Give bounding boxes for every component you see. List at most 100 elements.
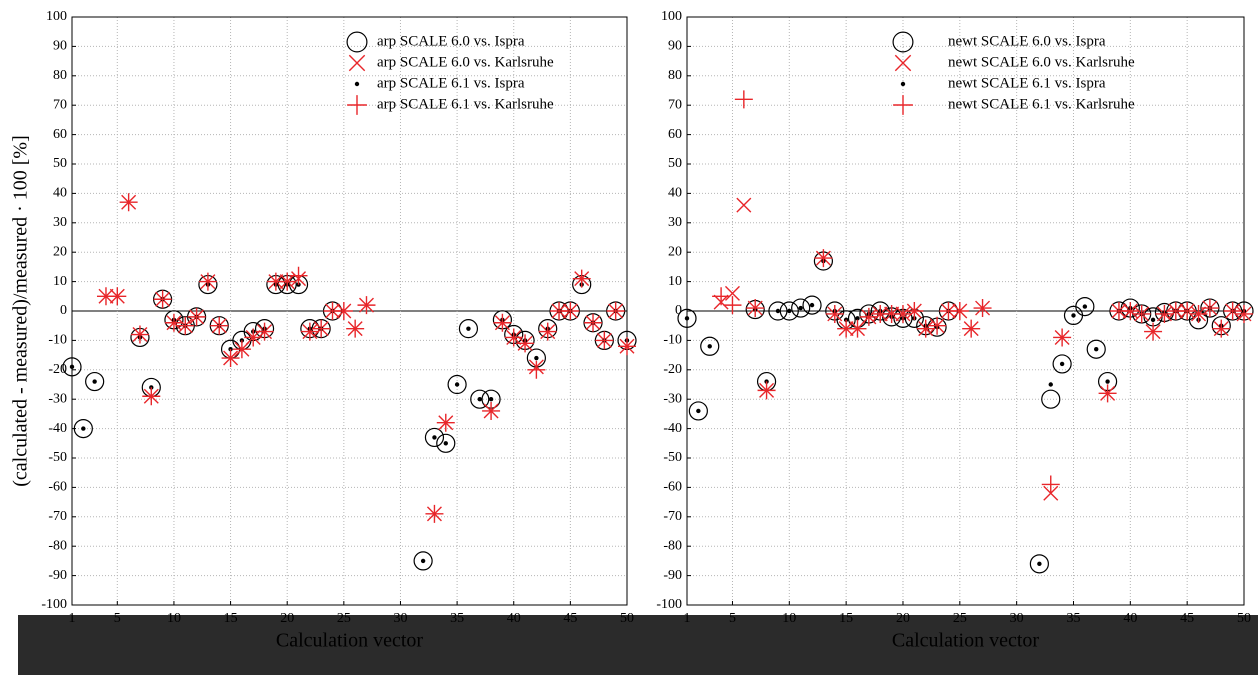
- plus-marker: [1098, 384, 1117, 403]
- plus-marker: [312, 319, 331, 338]
- y-tick-label: 70: [668, 97, 682, 112]
- plus-marker: [916, 319, 935, 338]
- plus-marker: [164, 313, 183, 332]
- y-tick-label: -10: [48, 333, 67, 348]
- circle-marker: [791, 298, 811, 318]
- y-tick-label: 10: [53, 274, 67, 289]
- circle-marker: [688, 401, 708, 421]
- y-tick-label: 20: [53, 244, 67, 259]
- circle-marker: [677, 308, 697, 328]
- y-tick-label: 60: [668, 127, 682, 142]
- dot-marker: [466, 326, 471, 331]
- circle-marker: [768, 301, 788, 321]
- circle-marker: [1052, 354, 1072, 374]
- plus-marker: [595, 331, 614, 350]
- dot-marker: [92, 379, 97, 384]
- dot-marker: [809, 302, 815, 308]
- y-tick-label: 90: [53, 39, 67, 54]
- y-tick-label: 20: [668, 244, 682, 259]
- y-tick-label: 70: [53, 97, 67, 112]
- dot-marker: [1082, 304, 1088, 309]
- y-tick-label: 40: [53, 186, 67, 201]
- legend-label: newt SCALE 6.1 vs. Karlsruhe: [948, 96, 1135, 112]
- plus-marker: [482, 401, 501, 420]
- plus-marker: [255, 322, 274, 341]
- x-marker: [736, 197, 752, 213]
- y-tick-label: -50: [663, 450, 682, 465]
- y-tick-label: 0: [675, 303, 682, 318]
- plus-marker: [584, 313, 603, 332]
- plus-marker: [928, 316, 947, 335]
- y-tick-label: 50: [668, 156, 682, 171]
- dot-marker: [900, 81, 906, 87]
- x-tick-label: 30: [393, 611, 407, 626]
- legend-label: newt SCALE 6.1 vs. Ispra: [948, 75, 1106, 91]
- plus-marker: [300, 322, 319, 341]
- plus-marker: [357, 296, 376, 315]
- plus-marker: [289, 266, 308, 285]
- plus-marker: [962, 319, 981, 338]
- y-tick-label: -80: [48, 538, 67, 553]
- y-tick-label: -100: [41, 597, 67, 612]
- dot-marker: [1059, 361, 1065, 367]
- x-tick-label: 35: [1066, 611, 1080, 626]
- dot-marker: [775, 308, 781, 314]
- plus-marker: [1178, 302, 1197, 320]
- y-tick-label: -20: [48, 362, 67, 377]
- plus-marker: [198, 272, 217, 291]
- plus-marker: [425, 504, 444, 523]
- circle-marker: [424, 427, 445, 448]
- x-marker: [348, 54, 366, 72]
- dot-marker: [1037, 561, 1042, 567]
- dot-marker: [696, 408, 701, 414]
- plus-marker: [1212, 319, 1231, 338]
- circle-marker: [85, 371, 105, 392]
- x-tick-label: 35: [450, 611, 464, 626]
- plus-marker: [1155, 304, 1174, 323]
- plus-marker: [232, 340, 251, 359]
- y-tick-label: 50: [53, 156, 67, 171]
- y-tick-label: 40: [668, 186, 682, 201]
- y-tick-label: -20: [663, 362, 682, 377]
- y-tick-label: -40: [48, 421, 67, 436]
- x-tick-label: 1: [684, 611, 691, 626]
- y-tick-label: 80: [668, 68, 682, 83]
- dot-marker: [1094, 347, 1099, 352]
- y-tick-label: -70: [48, 509, 67, 524]
- plot-frame: [71, 16, 628, 606]
- plus-marker: [905, 302, 924, 320]
- plus-marker: [757, 381, 776, 400]
- plus-marker: [187, 307, 206, 326]
- plus-marker: [119, 193, 138, 212]
- plus-marker: [1200, 299, 1219, 318]
- plus-marker: [848, 319, 867, 338]
- y-tick-label: -50: [48, 450, 67, 465]
- plus-marker: [734, 90, 753, 109]
- legend-label: arp SCALE 6.0 vs. Karlsruhe: [377, 54, 554, 70]
- x-tick-label: 30: [1010, 611, 1024, 626]
- dot-marker: [787, 308, 792, 314]
- dot-marker: [477, 397, 482, 402]
- plus-marker: [606, 302, 625, 320]
- plus-marker: [436, 413, 455, 432]
- y-tick-label: -10: [663, 333, 682, 348]
- plus-marker: [618, 337, 636, 356]
- plus-marker: [493, 313, 512, 332]
- x-tick-label: 20: [896, 611, 910, 626]
- plus-marker: [1041, 475, 1060, 494]
- x-tick-label: 25: [337, 611, 351, 626]
- legend-label: newt SCALE 6.0 vs. Karlsruhe: [948, 54, 1135, 70]
- plus-marker: [142, 387, 161, 406]
- dot-marker: [1150, 317, 1156, 323]
- x-tick-label: 40: [507, 611, 521, 626]
- legend-label: arp SCALE 6.1 vs. Ispra: [377, 75, 525, 91]
- y-tick-label: 10: [668, 274, 682, 289]
- x-tick-label: 5: [729, 611, 736, 626]
- plus-marker: [1223, 302, 1242, 320]
- dot-marker: [1105, 379, 1110, 384]
- x-tick-label: 50: [620, 611, 634, 626]
- x-tick-label: 45: [563, 611, 577, 626]
- y-tick-label: -30: [663, 391, 682, 406]
